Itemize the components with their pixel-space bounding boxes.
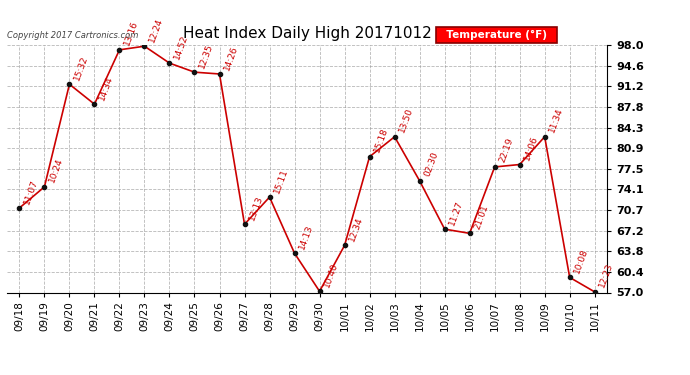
Text: 10:24: 10:24	[47, 157, 64, 184]
Text: 12:24: 12:24	[147, 16, 164, 44]
Text: 14:52: 14:52	[172, 33, 190, 60]
Text: 14:26: 14:26	[222, 44, 239, 71]
Text: 15:11: 15:11	[273, 167, 290, 194]
Text: 12:35: 12:35	[197, 42, 215, 69]
Text: 22:19: 22:19	[497, 137, 515, 164]
Text: 10:08: 10:08	[573, 247, 590, 274]
Text: Copyright 2017 Cartronics.com: Copyright 2017 Cartronics.com	[7, 31, 138, 40]
Text: 11:07: 11:07	[22, 178, 39, 205]
Text: 12:23: 12:23	[598, 262, 615, 289]
Text: 14:06: 14:06	[522, 135, 540, 162]
Title: Heat Index Daily High 20171012: Heat Index Daily High 20171012	[183, 26, 431, 41]
Text: 14:34: 14:34	[97, 74, 115, 101]
Text: 15:32: 15:32	[72, 54, 90, 81]
Text: 13:50: 13:50	[397, 106, 415, 134]
Text: 13:13: 13:13	[247, 194, 264, 222]
Text: 13:16: 13:16	[122, 20, 139, 47]
Text: 14:13: 14:13	[297, 223, 315, 251]
Text: 21:01: 21:01	[473, 203, 490, 231]
Text: 11:27: 11:27	[447, 199, 464, 226]
Text: 12:34: 12:34	[347, 216, 364, 243]
Text: 11:34: 11:34	[547, 107, 564, 134]
Text: Temperature (°F): Temperature (°F)	[439, 30, 554, 40]
Text: 10:40: 10:40	[322, 261, 339, 288]
Text: 02:30: 02:30	[422, 151, 440, 178]
Text: 15:18: 15:18	[373, 126, 390, 154]
